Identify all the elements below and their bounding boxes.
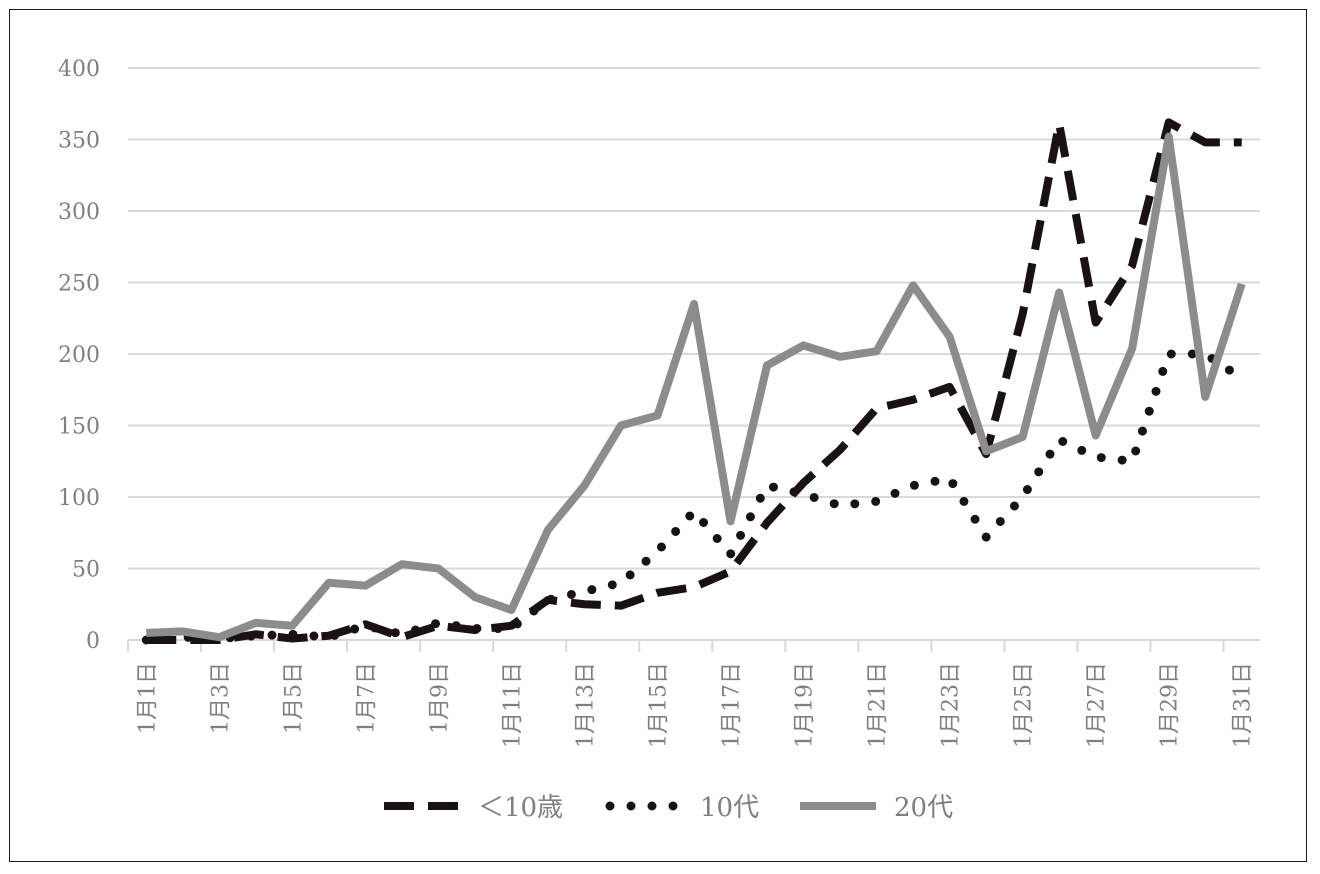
x-tick-label: 1月5日 <box>281 662 306 734</box>
x-tick-label: 1月15日 <box>646 662 671 748</box>
x-tick-label: 1月17日 <box>720 662 745 748</box>
x-tick-label: 1月21日 <box>866 662 891 748</box>
y-tick-label: 100 <box>58 486 100 511</box>
y-tick-label: 300 <box>58 200 100 225</box>
chart-frame <box>9 9 1307 862</box>
y-tick-label: 0 <box>86 629 100 654</box>
y-tick-label: 250 <box>58 272 100 297</box>
x-tick-label: 1月7日 <box>354 662 379 734</box>
x-tick-label: 1月23日 <box>939 662 964 748</box>
y-tick-label: 150 <box>58 415 100 440</box>
x-tick-label: 1月27日 <box>1085 662 1110 748</box>
y-tick-label: 200 <box>58 343 100 368</box>
x-tick-label: 1月25日 <box>1012 662 1037 748</box>
x-tick-label: 1月29日 <box>1158 662 1183 748</box>
x-tick-label: 1月19日 <box>793 662 818 748</box>
legend-label: ＜10歳 <box>478 793 563 823</box>
x-tick-label: 1月11日 <box>500 662 525 748</box>
legend-label: 10代 <box>700 793 759 823</box>
y-tick-label: 400 <box>58 57 100 82</box>
series-line-solid <box>146 132 1246 642</box>
legend-label: 20代 <box>894 793 953 823</box>
x-tick-label: 1月3日 <box>208 662 233 734</box>
series-line-dotted <box>141 349 1247 645</box>
x-tick-label: 1月1日 <box>135 662 160 734</box>
y-tick-label: 50 <box>72 558 100 583</box>
x-tick-label: 1月13日 <box>573 662 598 748</box>
x-tick-label: 1月31日 <box>1231 662 1256 748</box>
series-line-dashed <box>146 118 1242 644</box>
y-tick-label: 350 <box>58 129 100 154</box>
x-tick-label: 1月9日 <box>427 662 452 734</box>
